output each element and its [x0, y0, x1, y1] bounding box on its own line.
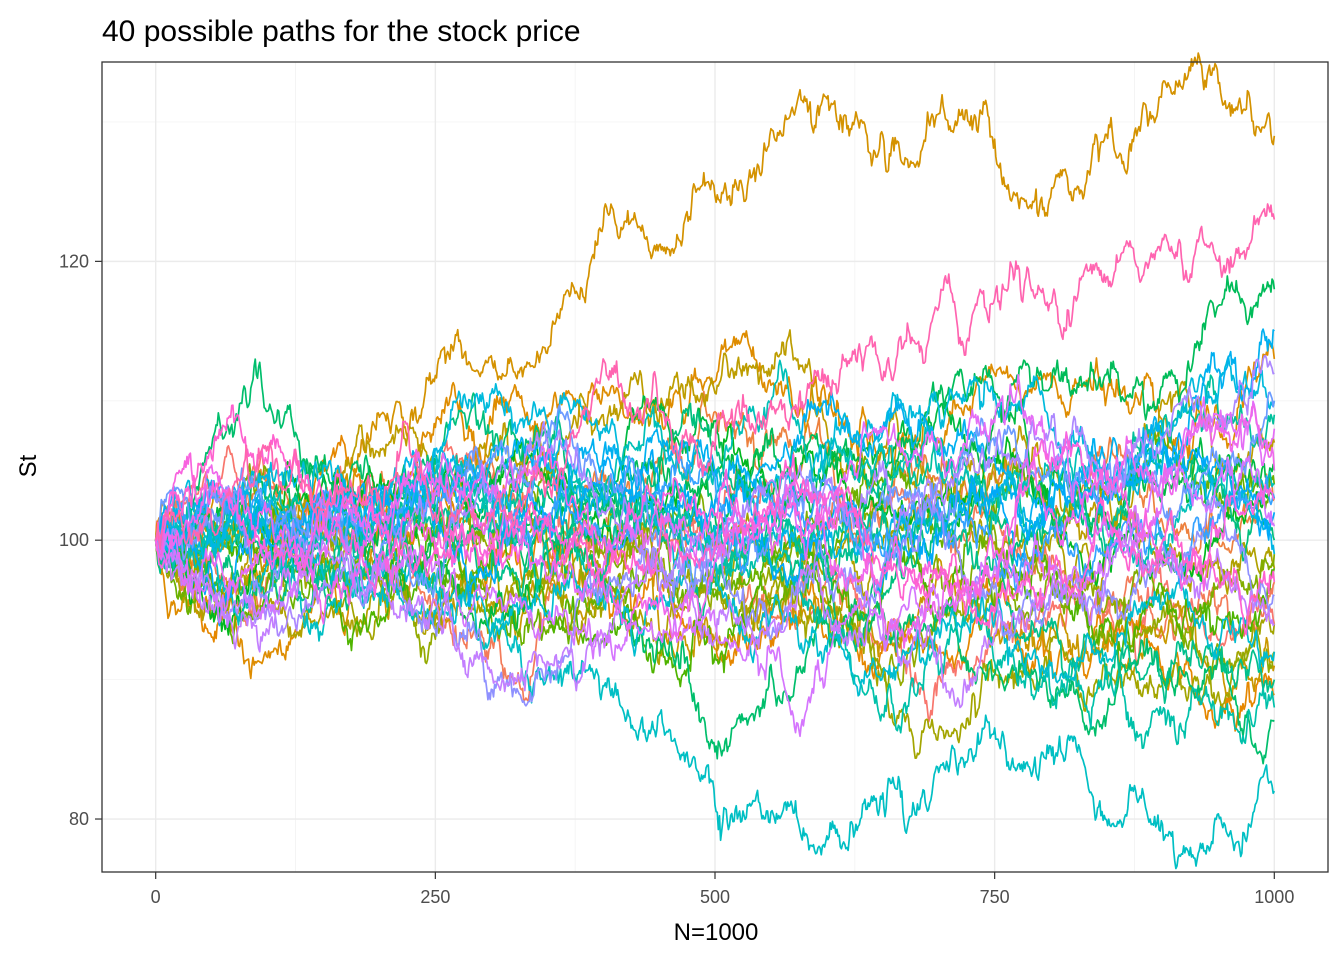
x-tick-label: 750: [980, 887, 1010, 907]
series-path-38: [154, 431, 1275, 603]
plot-panel: [101, 52, 1329, 873]
x-tick-label: 1000: [1254, 887, 1294, 907]
y-tick-label: 120: [59, 251, 89, 271]
series-path-37: [154, 405, 1276, 649]
x-tick-label: 500: [700, 887, 730, 907]
series-path-33: [154, 354, 1275, 637]
x-tick-label: 250: [420, 887, 450, 907]
x-axis: 0 250 500 750 1000: [151, 872, 1294, 907]
chart-title: 40 possible paths for the stock price: [102, 15, 581, 48]
y-tick-label: 80: [69, 809, 89, 829]
series-path-14: [154, 504, 1276, 688]
y-axis-title: St: [15, 454, 42, 477]
series-path-10: [154, 508, 1276, 760]
x-axis-title: N=1000: [674, 919, 759, 946]
series-path-34: [154, 530, 1276, 709]
series-path-39: [155, 404, 1276, 636]
x-tick-label: 0: [151, 887, 161, 907]
y-tick-label: 100: [59, 530, 89, 550]
y-axis: 80 100 120: [59, 251, 102, 829]
series-path-4: [154, 434, 1275, 732]
series-lines: [154, 52, 1276, 870]
series-path-40: [154, 203, 1276, 550]
